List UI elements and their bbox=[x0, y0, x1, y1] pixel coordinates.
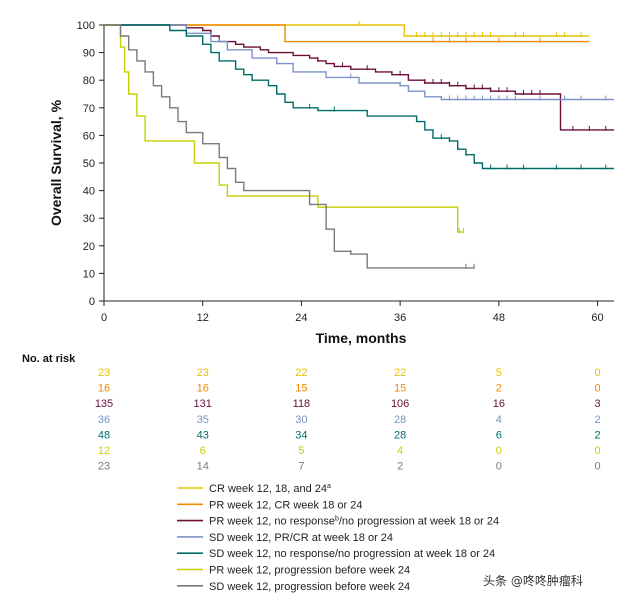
risk-value: 4 bbox=[397, 445, 403, 457]
risk-value: 0 bbox=[496, 461, 502, 473]
legend-label-4: SD week 12, PR/CR at week 18 or 24 bbox=[209, 532, 393, 544]
risk-value: 2 bbox=[594, 429, 600, 441]
y-tick-label: 50 bbox=[83, 158, 95, 170]
risk-value: 48 bbox=[98, 429, 110, 441]
risk-value: 7 bbox=[298, 461, 304, 473]
risk-value: 5 bbox=[496, 367, 502, 379]
series-7 bbox=[104, 24, 475, 269]
risk-value: 15 bbox=[295, 383, 307, 395]
y-tick-label: 90 bbox=[83, 48, 95, 60]
risk-value: 16 bbox=[197, 383, 209, 395]
risk-value: 36 bbox=[98, 414, 110, 426]
y-axis-title: Overall Survival, % bbox=[48, 99, 64, 226]
risk-value: 16 bbox=[98, 383, 110, 395]
risk-value: 118 bbox=[293, 398, 311, 410]
risk-value: 16 bbox=[493, 398, 505, 410]
risk-value: 43 bbox=[197, 429, 209, 441]
risk-value: 14 bbox=[197, 461, 209, 473]
km-curve-2 bbox=[104, 24, 590, 43]
risk-table-title: No. at risk bbox=[22, 353, 76, 365]
y-tick-label: 70 bbox=[83, 103, 95, 115]
km-curve-6 bbox=[104, 24, 464, 233]
survival-curves bbox=[104, 21, 614, 269]
risk-value: 6 bbox=[200, 445, 206, 457]
legend-label-5: SD week 12, no response/no progression a… bbox=[209, 548, 495, 560]
y-tick-label: 0 bbox=[89, 296, 95, 308]
km-curve-4 bbox=[104, 24, 614, 101]
risk-value: 34 bbox=[295, 429, 307, 441]
series-2 bbox=[104, 24, 590, 43]
legend-name: PR week 12, progression before week 24 bbox=[209, 565, 410, 577]
legend-label-1: CR week 12, 18, and 24a bbox=[209, 483, 331, 495]
legend-label-6: PR week 12, progression before week 24 bbox=[209, 565, 410, 577]
y-tick-label: 10 bbox=[83, 268, 95, 280]
legend-label-3: PR week 12, no responseb/no progression … bbox=[209, 516, 499, 528]
x-axis-title: Time, months bbox=[316, 330, 407, 346]
y-tick-label: 100 bbox=[77, 20, 95, 32]
risk-value: 0 bbox=[594, 461, 600, 473]
risk-value: 28 bbox=[394, 414, 406, 426]
legend-superscript: b bbox=[335, 516, 339, 523]
risk-value: 0 bbox=[594, 367, 600, 379]
risk-value: 135 bbox=[95, 398, 113, 410]
risk-value: 4 bbox=[496, 414, 502, 426]
risk-value: 106 bbox=[391, 398, 409, 410]
risk-value: 23 bbox=[197, 367, 209, 379]
x-tick-label: 0 bbox=[101, 312, 107, 324]
y-tick-label: 80 bbox=[83, 75, 95, 87]
risk-value: 35 bbox=[197, 414, 209, 426]
axes: 0 10 20 30 40 50 60 70 80 90 100 0 12 24 36 48 60 Time, m… bbox=[48, 20, 614, 346]
y-tick-label: 40 bbox=[83, 186, 95, 198]
risk-value: 131 bbox=[194, 398, 212, 410]
risk-value: 22 bbox=[295, 367, 307, 379]
risk-value: 22 bbox=[394, 367, 406, 379]
risk-value: 12 bbox=[98, 445, 110, 457]
risk-value: 6 bbox=[496, 429, 502, 441]
legend-name: PR week 12, no response bbox=[209, 516, 335, 528]
risk-value: 2 bbox=[496, 383, 502, 395]
legend-name: SD week 12, no response/no progression a… bbox=[209, 548, 495, 560]
legend-name-suffix: /no progression at week 18 or 24 bbox=[339, 516, 499, 528]
x-tick-label: 36 bbox=[394, 312, 406, 324]
risk-value: 5 bbox=[298, 445, 304, 457]
y-tick-label: 60 bbox=[83, 130, 95, 142]
series-5 bbox=[104, 24, 614, 170]
watermark-text: 头条 @咚咚肿瘤科 bbox=[483, 573, 583, 588]
y-tick-label: 20 bbox=[83, 241, 95, 253]
legend-superscript: a bbox=[327, 483, 331, 490]
legend: CR week 12, 18, and 24a PR week 12, CR we… bbox=[177, 483, 499, 593]
legend-name: SD week 12, progression before week 24 bbox=[209, 581, 410, 593]
x-tick-label: 60 bbox=[591, 312, 603, 324]
risk-value: 23 bbox=[98, 367, 110, 379]
km-curve-7 bbox=[104, 24, 475, 269]
legend-name: PR week 12, CR week 18 or 24 bbox=[209, 499, 362, 511]
legend-label-7: SD week 12, progression before week 24 bbox=[209, 581, 410, 593]
risk-value: 0 bbox=[496, 445, 502, 457]
y-tick-label: 30 bbox=[83, 213, 95, 225]
km-curve-5 bbox=[104, 24, 614, 170]
risk-value: 2 bbox=[594, 414, 600, 426]
watermark: 头条 @咚咚肿瘤科 bbox=[483, 573, 583, 588]
risk-value: 0 bbox=[594, 383, 600, 395]
series-6 bbox=[104, 24, 464, 233]
x-tick-label: 24 bbox=[295, 312, 307, 324]
risk-value: 15 bbox=[394, 383, 406, 395]
series-4 bbox=[104, 24, 614, 101]
legend-name: CR week 12, 18, and 24 bbox=[209, 483, 327, 495]
risk-value: 28 bbox=[394, 429, 406, 441]
x-tick-label: 12 bbox=[197, 312, 209, 324]
risk-value: 30 bbox=[295, 414, 307, 426]
risk-value: 0 bbox=[594, 445, 600, 457]
risk-value: 2 bbox=[397, 461, 403, 473]
x-tick-label: 48 bbox=[493, 312, 505, 324]
risk-value: 23 bbox=[98, 461, 110, 473]
legend-label-2: PR week 12, CR week 18 or 24 bbox=[209, 499, 362, 511]
series-1 bbox=[104, 21, 590, 38]
risk-value: 3 bbox=[594, 398, 600, 410]
legend-name: SD week 12, PR/CR at week 18 or 24 bbox=[209, 532, 393, 544]
